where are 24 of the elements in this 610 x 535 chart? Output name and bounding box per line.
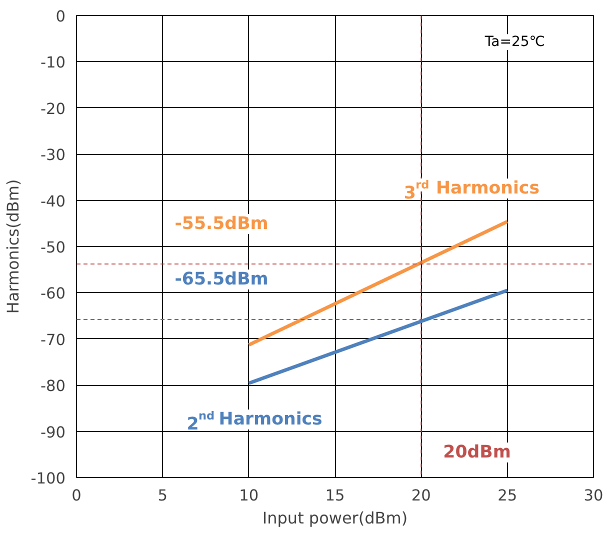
y-axis-title: Harmonics(dBm) bbox=[4, 179, 23, 314]
x-axis-title: Input power(dBm) bbox=[262, 508, 408, 528]
ref-line-label: -65.5dBm bbox=[174, 269, 268, 290]
x-tick-label: 5 bbox=[158, 486, 168, 504]
y-tick-label: -70 bbox=[40, 330, 66, 349]
y-tick-label: -30 bbox=[40, 146, 66, 164]
x-tick-label: 25 bbox=[498, 486, 518, 504]
y-tick-label: -80 bbox=[40, 377, 66, 396]
y-tick-label: -10 bbox=[40, 54, 66, 72]
y-tick-label: -60 bbox=[40, 284, 66, 303]
y-tick-label: -50 bbox=[40, 238, 66, 256]
y-tick-label: -20 bbox=[40, 100, 66, 118]
x-tick-label: 30 bbox=[584, 486, 604, 504]
y-tick-label: -90 bbox=[40, 423, 66, 442]
y-tick-label: -40 bbox=[40, 192, 66, 210]
x-tick-label: 15 bbox=[325, 486, 345, 504]
annotation: Ta=25℃ bbox=[484, 34, 546, 50]
y-tick-label: -100 bbox=[30, 470, 66, 488]
ref-line-label: -55.5dBm bbox=[174, 214, 268, 234]
ref-line-label: 20dBm bbox=[443, 442, 511, 462]
y-tick-label: 0 bbox=[56, 8, 66, 26]
x-tick-label: 10 bbox=[239, 486, 259, 504]
x-tick-label: 20 bbox=[411, 486, 431, 504]
x-tick-label: 0 bbox=[72, 486, 82, 504]
